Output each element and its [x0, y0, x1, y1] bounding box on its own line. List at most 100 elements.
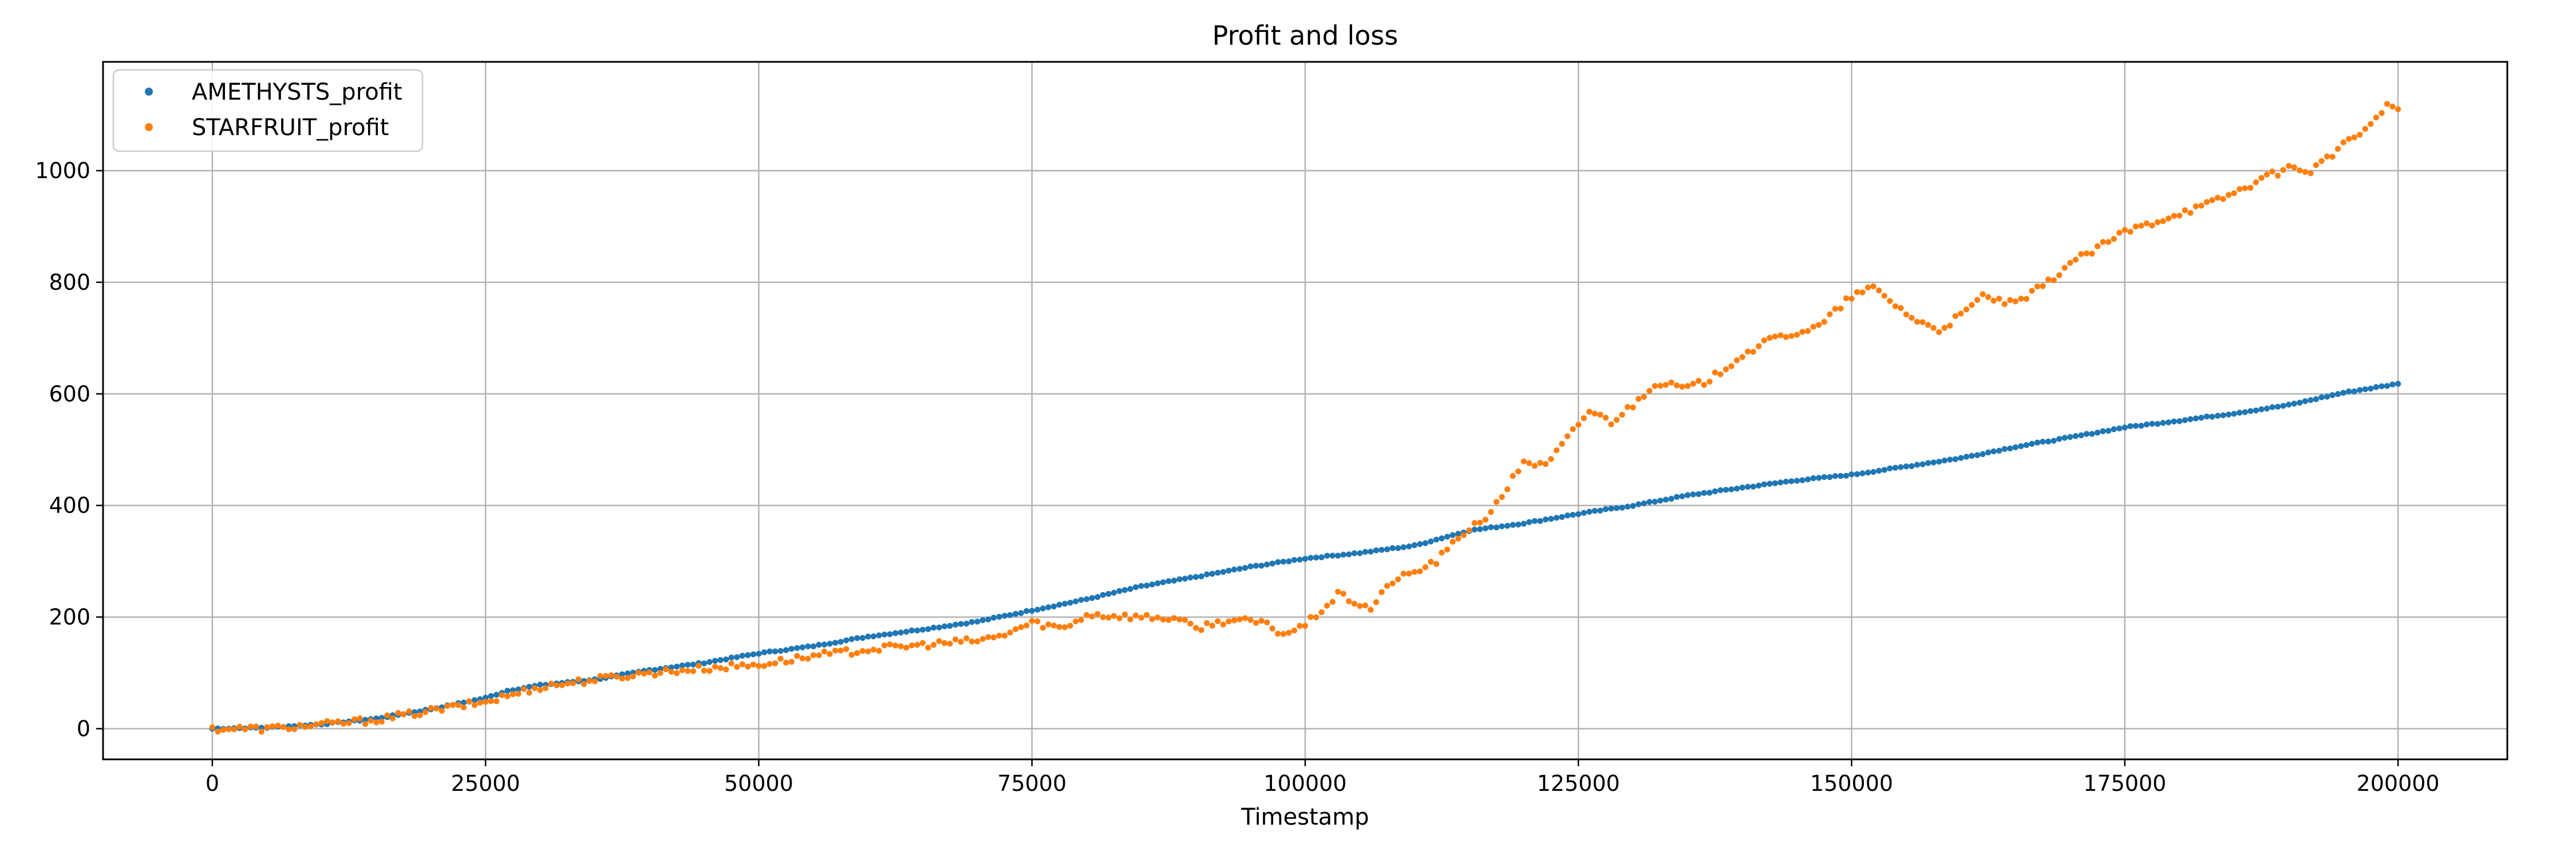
data-point [1668, 495, 1674, 502]
data-point [1138, 614, 1144, 621]
data-point [1231, 566, 1238, 573]
data-point [2368, 385, 2374, 392]
data-point [559, 682, 565, 688]
data-point [1892, 464, 1899, 471]
data-point [854, 650, 860, 656]
data-point [876, 648, 882, 654]
data-point [2203, 413, 2210, 420]
data-point [1952, 313, 1959, 320]
data-point [1728, 486, 1735, 492]
data-point [2373, 384, 2380, 391]
data-point [1777, 332, 1784, 338]
data-point [799, 655, 806, 661]
data-point [2089, 250, 2095, 257]
data-point [564, 680, 571, 687]
data-point [1061, 601, 1068, 607]
data-point [1548, 515, 1554, 522]
data-point [1625, 404, 1631, 410]
data-point [471, 697, 478, 703]
data-point [2258, 175, 2265, 181]
data-point [493, 692, 500, 698]
data-point [1810, 475, 1816, 482]
legend-marker-starfruit [145, 123, 153, 131]
data-point [340, 720, 347, 727]
data-point [2368, 121, 2374, 127]
data-point [1832, 473, 1839, 479]
data-point [2198, 415, 2204, 421]
data-point [1121, 587, 1128, 593]
data-point [821, 648, 828, 655]
data-point [625, 670, 631, 677]
data-point [1449, 532, 1456, 538]
data-point [1160, 579, 1167, 585]
data-point [411, 713, 418, 719]
data-point [362, 721, 369, 727]
x-axis-label: Timestamp [1240, 804, 1369, 830]
data-point [1215, 618, 1221, 625]
data-point [1439, 535, 1445, 542]
data-point [1488, 524, 1494, 530]
data-point [930, 641, 937, 648]
data-point [1144, 582, 1150, 589]
data-point [357, 715, 363, 722]
data-point [1625, 503, 1631, 510]
data-point [499, 692, 505, 699]
data-point [1313, 554, 1319, 561]
data-point [947, 640, 953, 647]
data-point [2346, 136, 2352, 142]
data-point [1712, 488, 1718, 495]
data-point [471, 702, 478, 708]
data-point [2274, 404, 2281, 410]
data-point [1050, 603, 1057, 610]
data-point [1657, 498, 1664, 504]
data-point [1275, 631, 1281, 637]
data-point [979, 617, 986, 624]
data-point [395, 710, 401, 716]
data-point [2078, 432, 2084, 439]
data-point [1717, 487, 1724, 494]
data-point [1280, 631, 1286, 637]
data-point [750, 661, 757, 668]
data-point [2007, 445, 2013, 452]
data-point [1816, 322, 1822, 328]
data-point [2357, 387, 2363, 393]
data-point [1226, 568, 1232, 574]
data-point [1930, 459, 1937, 466]
data-point [974, 618, 981, 625]
data-point [739, 652, 746, 659]
data-point [1679, 384, 1685, 390]
data-point [449, 702, 456, 708]
data-point [1996, 295, 2002, 302]
data-point [1324, 553, 1330, 559]
data-point [1848, 295, 1855, 302]
data-point [1422, 564, 1429, 570]
data-point [1406, 543, 1412, 550]
x-tick-label: 125000 [1537, 771, 1620, 796]
data-point [1084, 612, 1090, 618]
data-point [848, 636, 855, 643]
data-point [1936, 459, 1942, 465]
data-point [1236, 616, 1243, 622]
y-tick-label: 0 [77, 716, 90, 741]
data-point [2291, 400, 2297, 407]
data-point [2318, 158, 2325, 164]
data-point [1821, 318, 1827, 325]
data-point [1411, 569, 1418, 575]
data-point [1050, 622, 1057, 629]
data-point [1417, 541, 1423, 547]
x-tick-label: 0 [206, 771, 219, 796]
data-point [1395, 576, 1401, 582]
data-point [1756, 343, 1762, 349]
data-point [493, 698, 500, 704]
data-point [1056, 624, 1062, 631]
data-point [2166, 215, 2172, 222]
data-point [717, 657, 724, 663]
data-point [1925, 460, 1931, 466]
data-point [1974, 297, 1981, 303]
data-point [1291, 557, 1298, 563]
data-point [1706, 379, 1713, 385]
data-point [2072, 433, 2079, 439]
data-point [668, 668, 674, 675]
data-point [2187, 210, 2194, 216]
data-point [930, 624, 937, 631]
